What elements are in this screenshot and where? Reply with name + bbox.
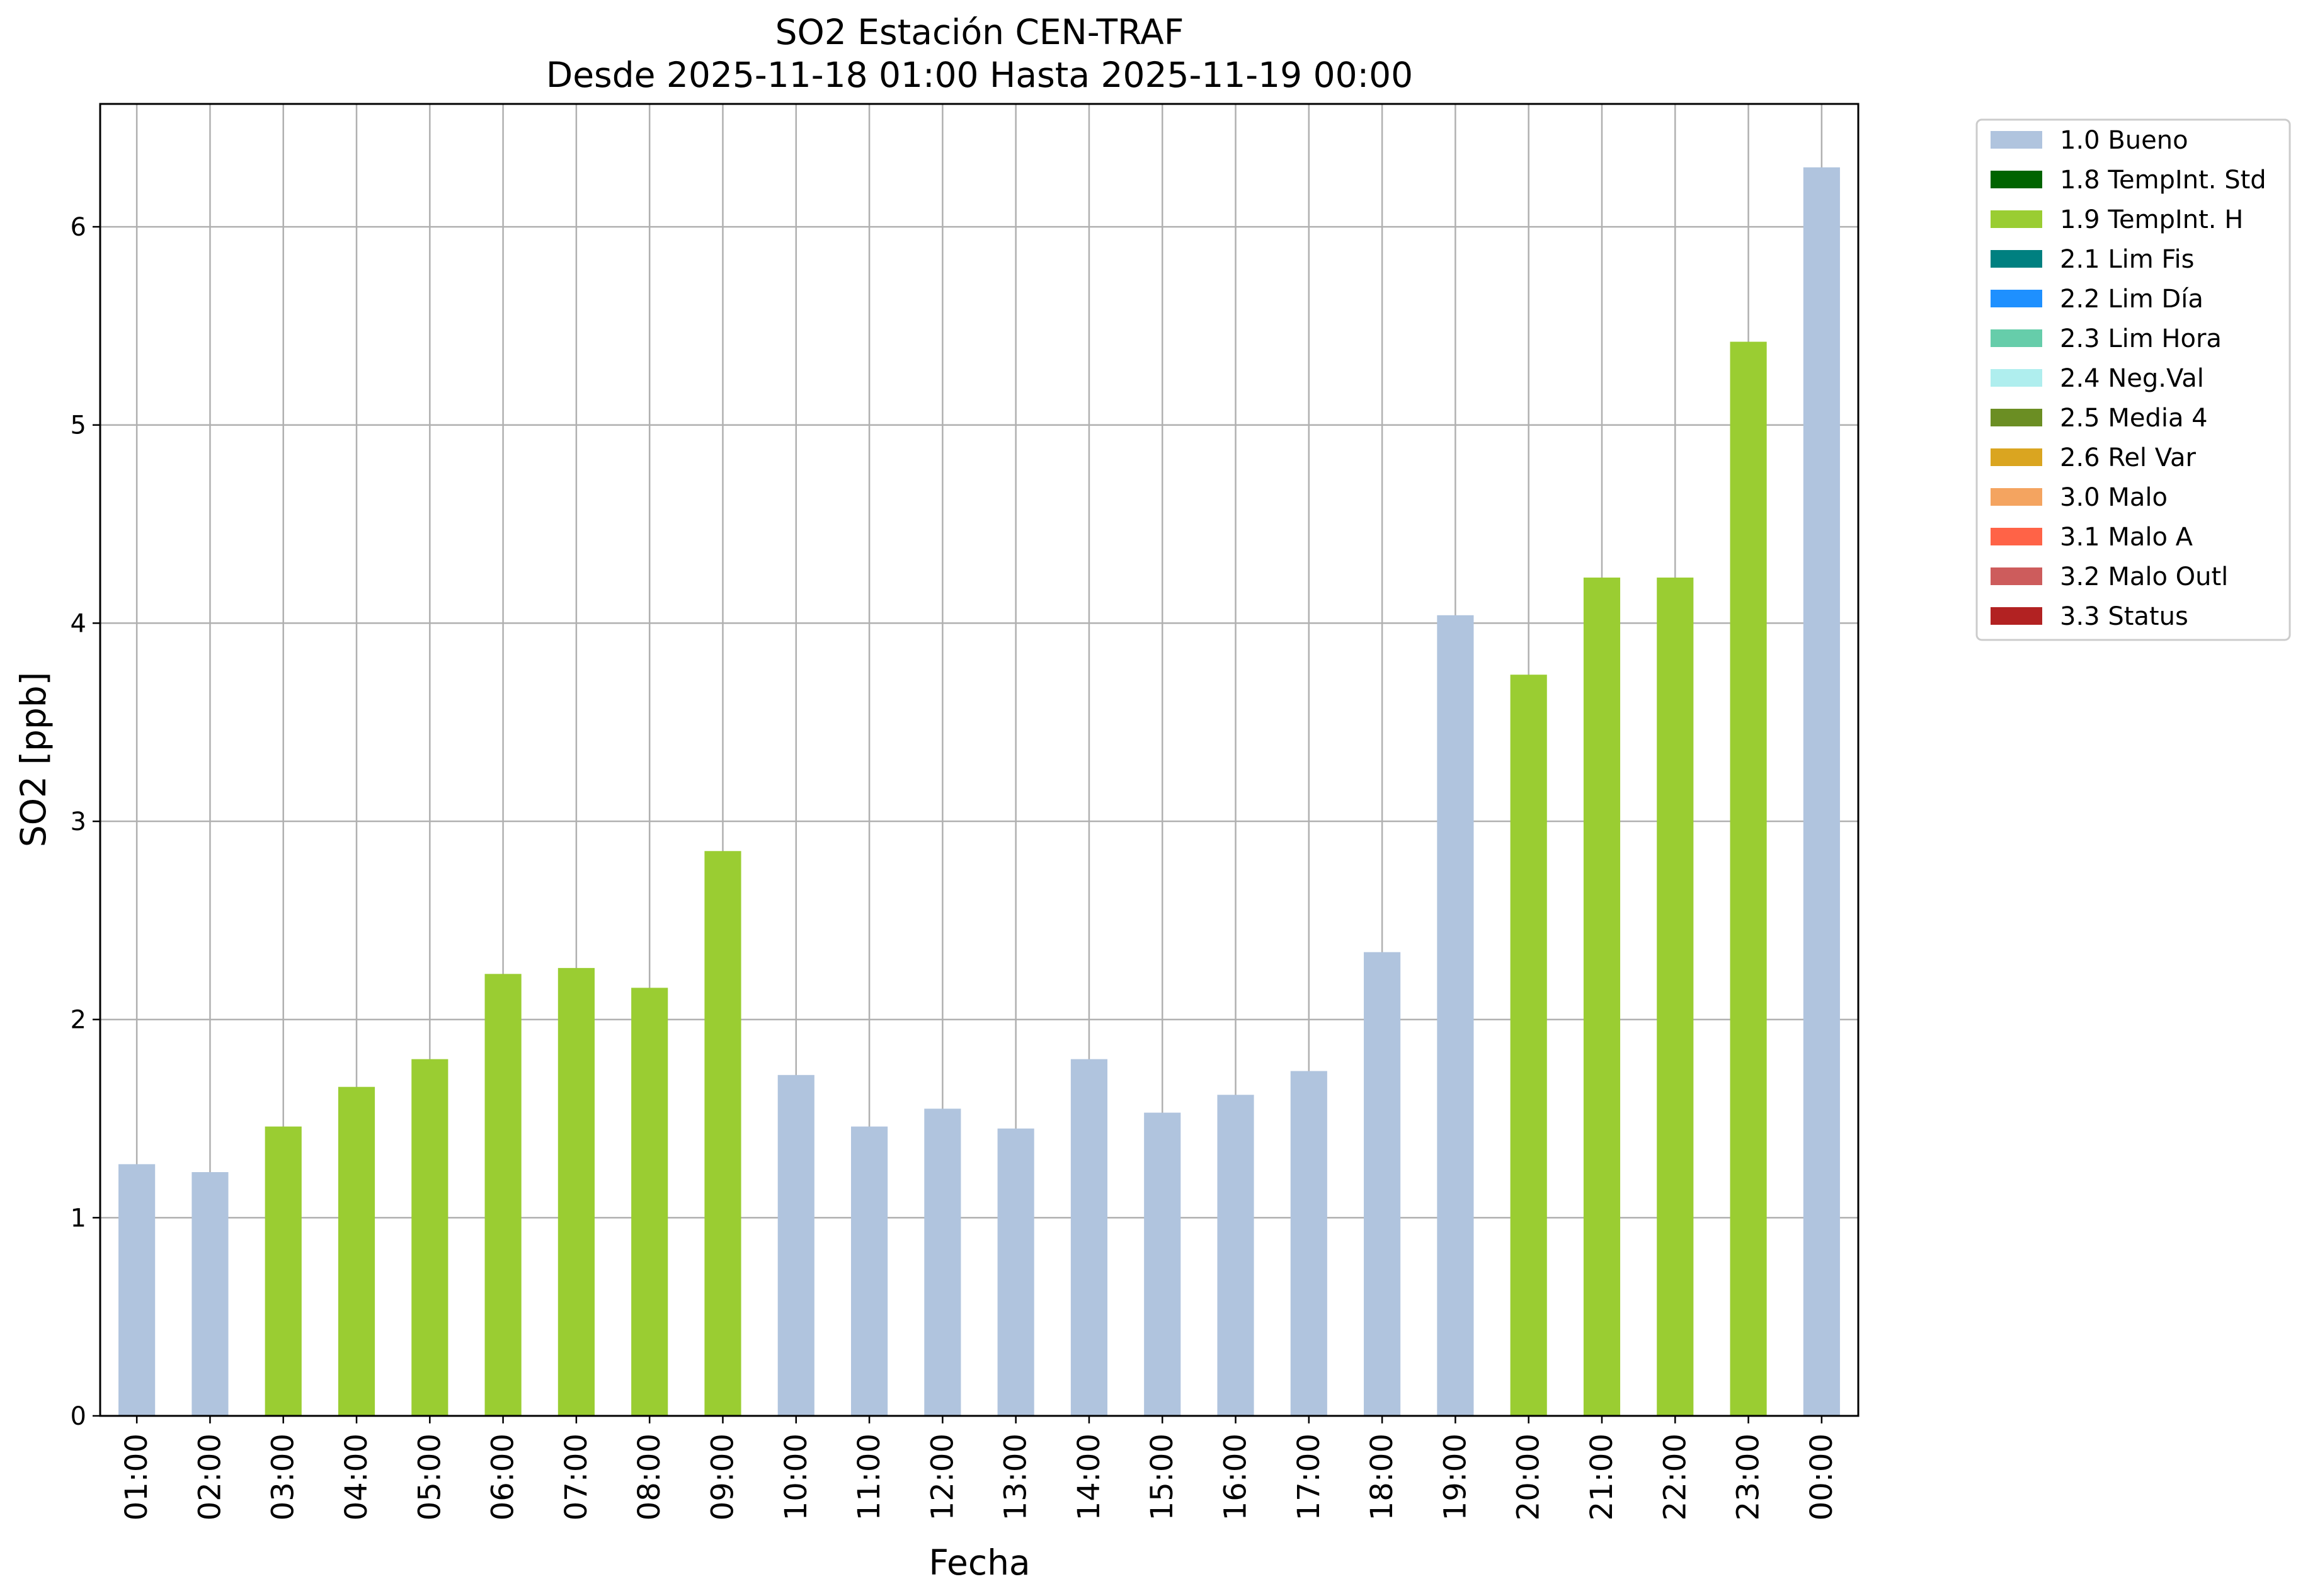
x-tick-label: 09:00 <box>705 1434 740 1520</box>
y-axis: 0 1 2 3 4 5 6 <box>71 213 100 1431</box>
legend-label: 3.2 Malo Outl <box>2060 562 2228 591</box>
legend-swatch <box>1991 131 2042 149</box>
y-tick-label: 6 <box>71 213 86 242</box>
legend-swatch <box>1991 448 2042 466</box>
x-tick-label: 08:00 <box>632 1434 667 1520</box>
chart-subtitle: Desde 2025-11-18 01:00 Hasta 2025-11-19 … <box>546 55 1413 95</box>
bar <box>1290 1071 1327 1416</box>
bar-group <box>118 167 1840 1416</box>
y-axis-label: SO2 [ppb] <box>13 672 54 847</box>
x-tick-label: 15:00 <box>1145 1434 1180 1520</box>
y-tick-label: 3 <box>71 807 86 836</box>
y-tick-label: 0 <box>71 1402 86 1431</box>
legend-swatch <box>1991 171 2042 188</box>
legend-swatch <box>1991 369 2042 387</box>
legend-label: 2.6 Rel Var <box>2060 443 2197 472</box>
x-tick-label: 21:00 <box>1584 1434 1620 1520</box>
legend-label: 1.9 TempInt. H <box>2060 205 2243 234</box>
bar <box>557 967 595 1416</box>
legend-label: 1.0 Bueno <box>2060 126 2188 155</box>
legend-swatch <box>1991 329 2042 347</box>
bar <box>1364 952 1401 1416</box>
bar <box>1583 578 1621 1416</box>
legend-frame <box>1975 118 2291 641</box>
legend-label: 2.5 Media 4 <box>2060 404 2208 433</box>
legend-label: 3.1 Malo A <box>2060 523 2193 552</box>
bar <box>924 1109 961 1416</box>
bar <box>997 1128 1034 1416</box>
legend-label: 2.3 Lim Hora <box>2060 324 2222 353</box>
bar <box>191 1171 229 1416</box>
x-tick-label: 11:00 <box>852 1434 887 1520</box>
y-tick-label: 2 <box>71 1006 86 1035</box>
chart-title: SO2 Estación CEN-TRAF <box>775 12 1184 52</box>
x-tick-label: 14:00 <box>1071 1434 1107 1520</box>
bar <box>265 1126 302 1416</box>
x-tick-label: 17:00 <box>1291 1434 1327 1520</box>
x-tick-label: 01:00 <box>119 1434 154 1520</box>
bar <box>338 1086 375 1416</box>
bar <box>1217 1095 1254 1416</box>
x-tick-label: 22:00 <box>1657 1434 1693 1520</box>
x-tick-label: 19:00 <box>1437 1434 1473 1520</box>
x-tick-label: 06:00 <box>486 1434 521 1520</box>
legend-swatch <box>1991 290 2042 307</box>
bar <box>118 1164 156 1416</box>
x-tick-label: 18:00 <box>1364 1434 1400 1520</box>
legend-label: 1.8 TempInt. Std <box>2060 166 2266 195</box>
x-tick-label: 20:00 <box>1511 1434 1546 1520</box>
bar <box>1437 615 1474 1416</box>
x-tick-label: 00:00 <box>1804 1434 1839 1520</box>
legend-swatch <box>1991 488 2042 506</box>
x-axis-label: Fecha <box>929 1542 1030 1583</box>
bar <box>777 1074 814 1416</box>
bar <box>704 851 741 1416</box>
plot-area-frame <box>99 103 1860 1417</box>
bar <box>1070 1059 1108 1416</box>
legend: 1.0 Bueno 1.8 TempInt. Std 1.9 TempInt. H 2… <box>1975 118 2291 641</box>
bar <box>1657 578 1694 1416</box>
bar <box>1144 1112 1181 1416</box>
y-tick-label: 1 <box>71 1204 86 1233</box>
legend-label: 3.0 Malo <box>2060 483 2168 512</box>
legend-swatch <box>1991 607 2042 625</box>
x-tick-label: 23:00 <box>1731 1434 1766 1520</box>
x-tick-label: 12:00 <box>925 1434 960 1520</box>
x-tick-label: 05:00 <box>412 1434 447 1520</box>
bar <box>631 988 668 1416</box>
legend-swatch <box>1991 567 2042 585</box>
legend-label: 2.1 Lim Fis <box>2060 245 2194 274</box>
legend-swatch <box>1991 250 2042 268</box>
bar <box>1510 675 1547 1416</box>
x-tick-label: 13:00 <box>998 1434 1034 1520</box>
x-axis: 01:00 02:00 03:00 04:00 05:00 06:00 07:00 08:00… <box>119 1416 1839 1520</box>
x-tick-label: 07:00 <box>559 1434 594 1520</box>
bar <box>850 1126 888 1416</box>
y-tick-label: 5 <box>71 411 86 440</box>
bar <box>1730 341 1767 1416</box>
x-tick-label: 16:00 <box>1218 1434 1254 1520</box>
legend-swatch <box>1991 210 2042 228</box>
legend-label: 2.2 Lim Día <box>2060 285 2203 314</box>
bar <box>484 974 522 1416</box>
x-tick-label: 03:00 <box>266 1434 301 1520</box>
x-tick-label: 02:00 <box>192 1434 227 1520</box>
y-tick-label: 4 <box>71 609 86 638</box>
x-tick-label: 10:00 <box>779 1434 814 1520</box>
legend-swatch <box>1991 409 2042 426</box>
x-tick-label: 04:00 <box>339 1434 374 1520</box>
legend-label: 2.4 Neg.Val <box>2060 364 2204 393</box>
bar <box>1803 167 1840 1416</box>
bar <box>411 1059 449 1416</box>
legend-label: 3.3 Status <box>2060 602 2188 631</box>
legend-swatch <box>1991 528 2042 545</box>
